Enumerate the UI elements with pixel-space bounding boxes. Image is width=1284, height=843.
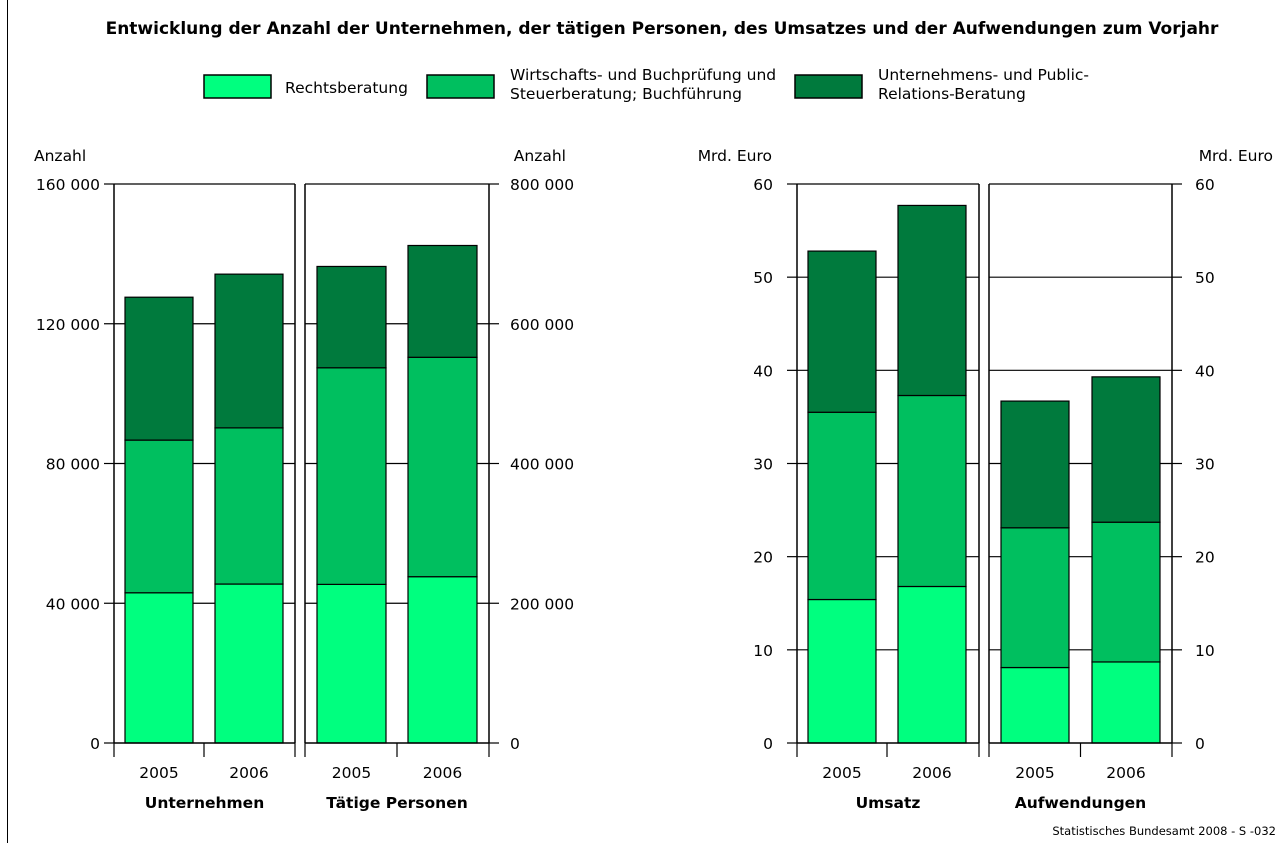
panel-tätige-personen: 2005 2006 0 200 000 400 000 600 000 800 000 Tät…: [304, 176, 574, 812]
y-tick-label: 160 000: [36, 176, 100, 194]
y-tick-label: 80 000: [46, 456, 100, 474]
y-tick-label: 400 000: [510, 456, 574, 474]
y-tick-label: 10: [753, 642, 773, 660]
legend-swatch-rechtsberatung: [203, 74, 272, 99]
y-tick-label: 20: [1195, 549, 1215, 567]
bar-unternehmen-2005-series-0: [124, 592, 194, 744]
bar-unternehmen-2005-series-2: [124, 296, 194, 441]
bar-aufwendungen-2005-series-0: [1000, 666, 1070, 744]
legend-label-wirtschaftspruefung: Wirtschafts- und Buchprüfung und Steuerb…: [510, 66, 781, 103]
x-tick-label: 2005: [332, 764, 371, 782]
legend-label-rechtsberatung: Rechtsberatung: [285, 79, 408, 97]
y-tick-label: 0: [763, 735, 773, 753]
y-tick-label: 0: [1195, 735, 1205, 753]
bar-aufwendungen-2006-series-1: [1091, 521, 1161, 663]
group-label-unternehmen: Unternehmen: [145, 794, 264, 812]
bar-umsatz-2006-series-2: [897, 204, 967, 397]
bar-unternehmen-2006-series-0: [214, 583, 284, 744]
y-tick-label: 20: [753, 549, 773, 567]
bar-unternehmen-2006-series-2: [214, 273, 284, 429]
y-tick-label: 60: [753, 176, 773, 194]
group-label-umsatz: Umsatz: [856, 794, 921, 812]
y-tick-label: 50: [1195, 269, 1215, 287]
legend-swatch-unternehmensberatung: [794, 74, 863, 99]
legend-swatch-wirtschaftspruefung: [426, 74, 495, 99]
bar-aufwendungen-2006-series-0: [1091, 661, 1161, 744]
unit-label-left-chart-left: Anzahl: [34, 147, 86, 165]
legend-label-unternehmensberatung: Unternehmens- und Public- Relations-Bera…: [878, 66, 1094, 103]
x-tick-label: 2006: [229, 764, 268, 782]
panel-umsatz: 2005 2006 0 10 20 30 40 50 60 Umsatz: [753, 176, 980, 812]
bar-umsatz-2005-series-0: [807, 598, 877, 744]
bar-tätige-personen-2006-series-0: [407, 576, 478, 744]
bar-aufwendungen-2006-series-2: [1091, 376, 1161, 523]
bar-umsatz-2006-series-0: [897, 585, 967, 744]
y-tick-label: 50: [753, 269, 773, 287]
group-label-tätige-personen: Tätige Personen: [326, 794, 468, 812]
y-tick-label: 60: [1195, 176, 1215, 194]
legend: Rechtsberatung Wirtschafts- und Buchprüf…: [203, 66, 1094, 103]
x-tick-label: 2006: [423, 764, 462, 782]
bar-umsatz-2005-series-1: [807, 411, 877, 601]
panel-aufwendungen: 2005 2006 0 10 20 30 40 50 60 Aufwendungen: [988, 176, 1215, 812]
bar-tätige-personen-2005-series-1: [316, 367, 387, 585]
unit-label-left-chart-right: Anzahl: [514, 147, 566, 165]
bar-tätige-personen-2006-series-2: [407, 244, 478, 358]
x-tick-label: 2005: [822, 764, 861, 782]
x-tick-label: 2006: [912, 764, 951, 782]
bar-tätige-personen-2005-series-0: [316, 583, 387, 744]
y-tick-label: 800 000: [510, 176, 574, 194]
bar-umsatz-2006-series-1: [897, 394, 967, 588]
y-tick-label: 40: [1195, 362, 1215, 380]
bar-umsatz-2005-series-2: [807, 250, 877, 413]
y-tick-label: 0: [510, 735, 520, 753]
bar-tätige-personen-2006-series-1: [407, 356, 478, 578]
bar-unternehmen-2006-series-1: [214, 427, 284, 585]
bar-aufwendungen-2005-series-1: [1000, 527, 1070, 669]
bar-tätige-personen-2005-series-2: [316, 265, 387, 369]
x-tick-label: 2005: [139, 764, 178, 782]
y-tick-label: 30: [753, 456, 773, 474]
y-tick-label: 600 000: [510, 316, 574, 334]
y-tick-label: 30: [1195, 456, 1215, 474]
y-tick-label: 40 000: [46, 595, 100, 613]
bar-aufwendungen-2005-series-2: [1000, 400, 1070, 529]
unit-label-right-chart-left: Mrd. Euro: [698, 147, 772, 165]
source-note: Statistisches Bundesamt 2008 - S -032: [1052, 824, 1276, 838]
unit-label-right-chart-right: Mrd. Euro: [1199, 147, 1273, 165]
chart-title: Entwicklung der Anzahl der Unternehmen, …: [106, 19, 1219, 39]
y-tick-label: 200 000: [510, 595, 574, 613]
y-tick-label: 40: [753, 362, 773, 380]
y-tick-label: 0: [90, 735, 100, 753]
y-tick-label: 120 000: [36, 316, 100, 334]
panel-unternehmen: 2005 2006 0 40 000 80 000 120 000 160 000 Unter…: [36, 176, 296, 812]
group-label-aufwendungen: Aufwendungen: [1015, 794, 1146, 812]
y-tick-label: 10: [1195, 642, 1215, 660]
bar-unternehmen-2005-series-1: [124, 439, 194, 594]
x-tick-label: 2006: [1106, 764, 1145, 782]
x-tick-label: 2005: [1015, 764, 1054, 782]
